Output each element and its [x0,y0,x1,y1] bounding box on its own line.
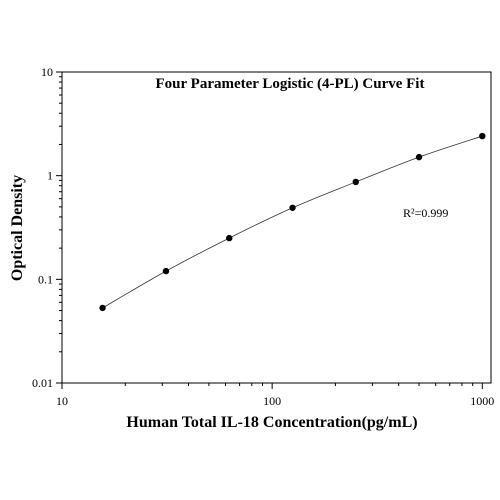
x-tick-label: 100 [263,394,281,408]
annotation: R²=0.999 [403,206,448,220]
y-tick-label: 1 [47,169,53,183]
plot-frame [61,71,492,384]
y-axis-label: Optical Density [9,175,26,281]
data-point [289,204,296,211]
data-point [99,304,106,312]
data-point [352,178,359,186]
x-tick-label: 10 [56,394,68,408]
y-tick-label: 10 [41,65,53,79]
data-point [226,234,233,242]
x-tick-label: 1000 [470,394,494,408]
data-point [162,267,170,275]
y-tick-label: 0.01 [32,376,53,390]
data-point [415,153,423,161]
x-axis-label: Human Total IL-18 Concentration(pg/mL) [126,414,417,431]
chart-title: Four Parameter Logistic (4-PL) Curve Fit [156,76,425,92]
fit-curve [102,135,483,309]
y-tick-label: 0.1 [38,272,53,286]
data-point [479,132,486,140]
